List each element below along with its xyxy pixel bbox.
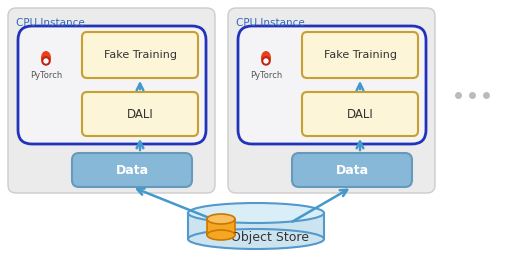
- FancyBboxPatch shape: [238, 26, 426, 144]
- FancyBboxPatch shape: [228, 8, 435, 193]
- Text: PyTorch: PyTorch: [30, 71, 62, 80]
- Text: Fake Training: Fake Training: [324, 50, 396, 60]
- Text: CPU Instance: CPU Instance: [16, 18, 85, 28]
- FancyBboxPatch shape: [302, 92, 418, 136]
- Ellipse shape: [41, 51, 51, 65]
- Ellipse shape: [188, 203, 324, 223]
- FancyBboxPatch shape: [302, 32, 418, 78]
- Circle shape: [42, 57, 50, 65]
- Circle shape: [262, 57, 270, 65]
- Bar: [188, 213, 324, 239]
- FancyBboxPatch shape: [8, 8, 215, 193]
- Text: CPU Instance: CPU Instance: [236, 18, 305, 28]
- Ellipse shape: [207, 214, 235, 224]
- FancyBboxPatch shape: [72, 153, 192, 187]
- Bar: [207, 219, 235, 235]
- Circle shape: [44, 59, 48, 63]
- FancyBboxPatch shape: [18, 26, 206, 144]
- FancyBboxPatch shape: [82, 32, 198, 78]
- Ellipse shape: [188, 229, 324, 249]
- Circle shape: [264, 59, 268, 63]
- Text: Data: Data: [335, 164, 369, 177]
- Text: Object Store: Object Store: [231, 230, 309, 243]
- Text: Fake Training: Fake Training: [103, 50, 177, 60]
- Text: Data: Data: [115, 164, 148, 177]
- Ellipse shape: [261, 51, 271, 65]
- Text: DALI: DALI: [126, 108, 154, 120]
- Ellipse shape: [207, 230, 235, 240]
- FancyBboxPatch shape: [292, 153, 412, 187]
- Text: DALI: DALI: [347, 108, 373, 120]
- Text: PyTorch: PyTorch: [250, 71, 282, 80]
- FancyBboxPatch shape: [82, 92, 198, 136]
